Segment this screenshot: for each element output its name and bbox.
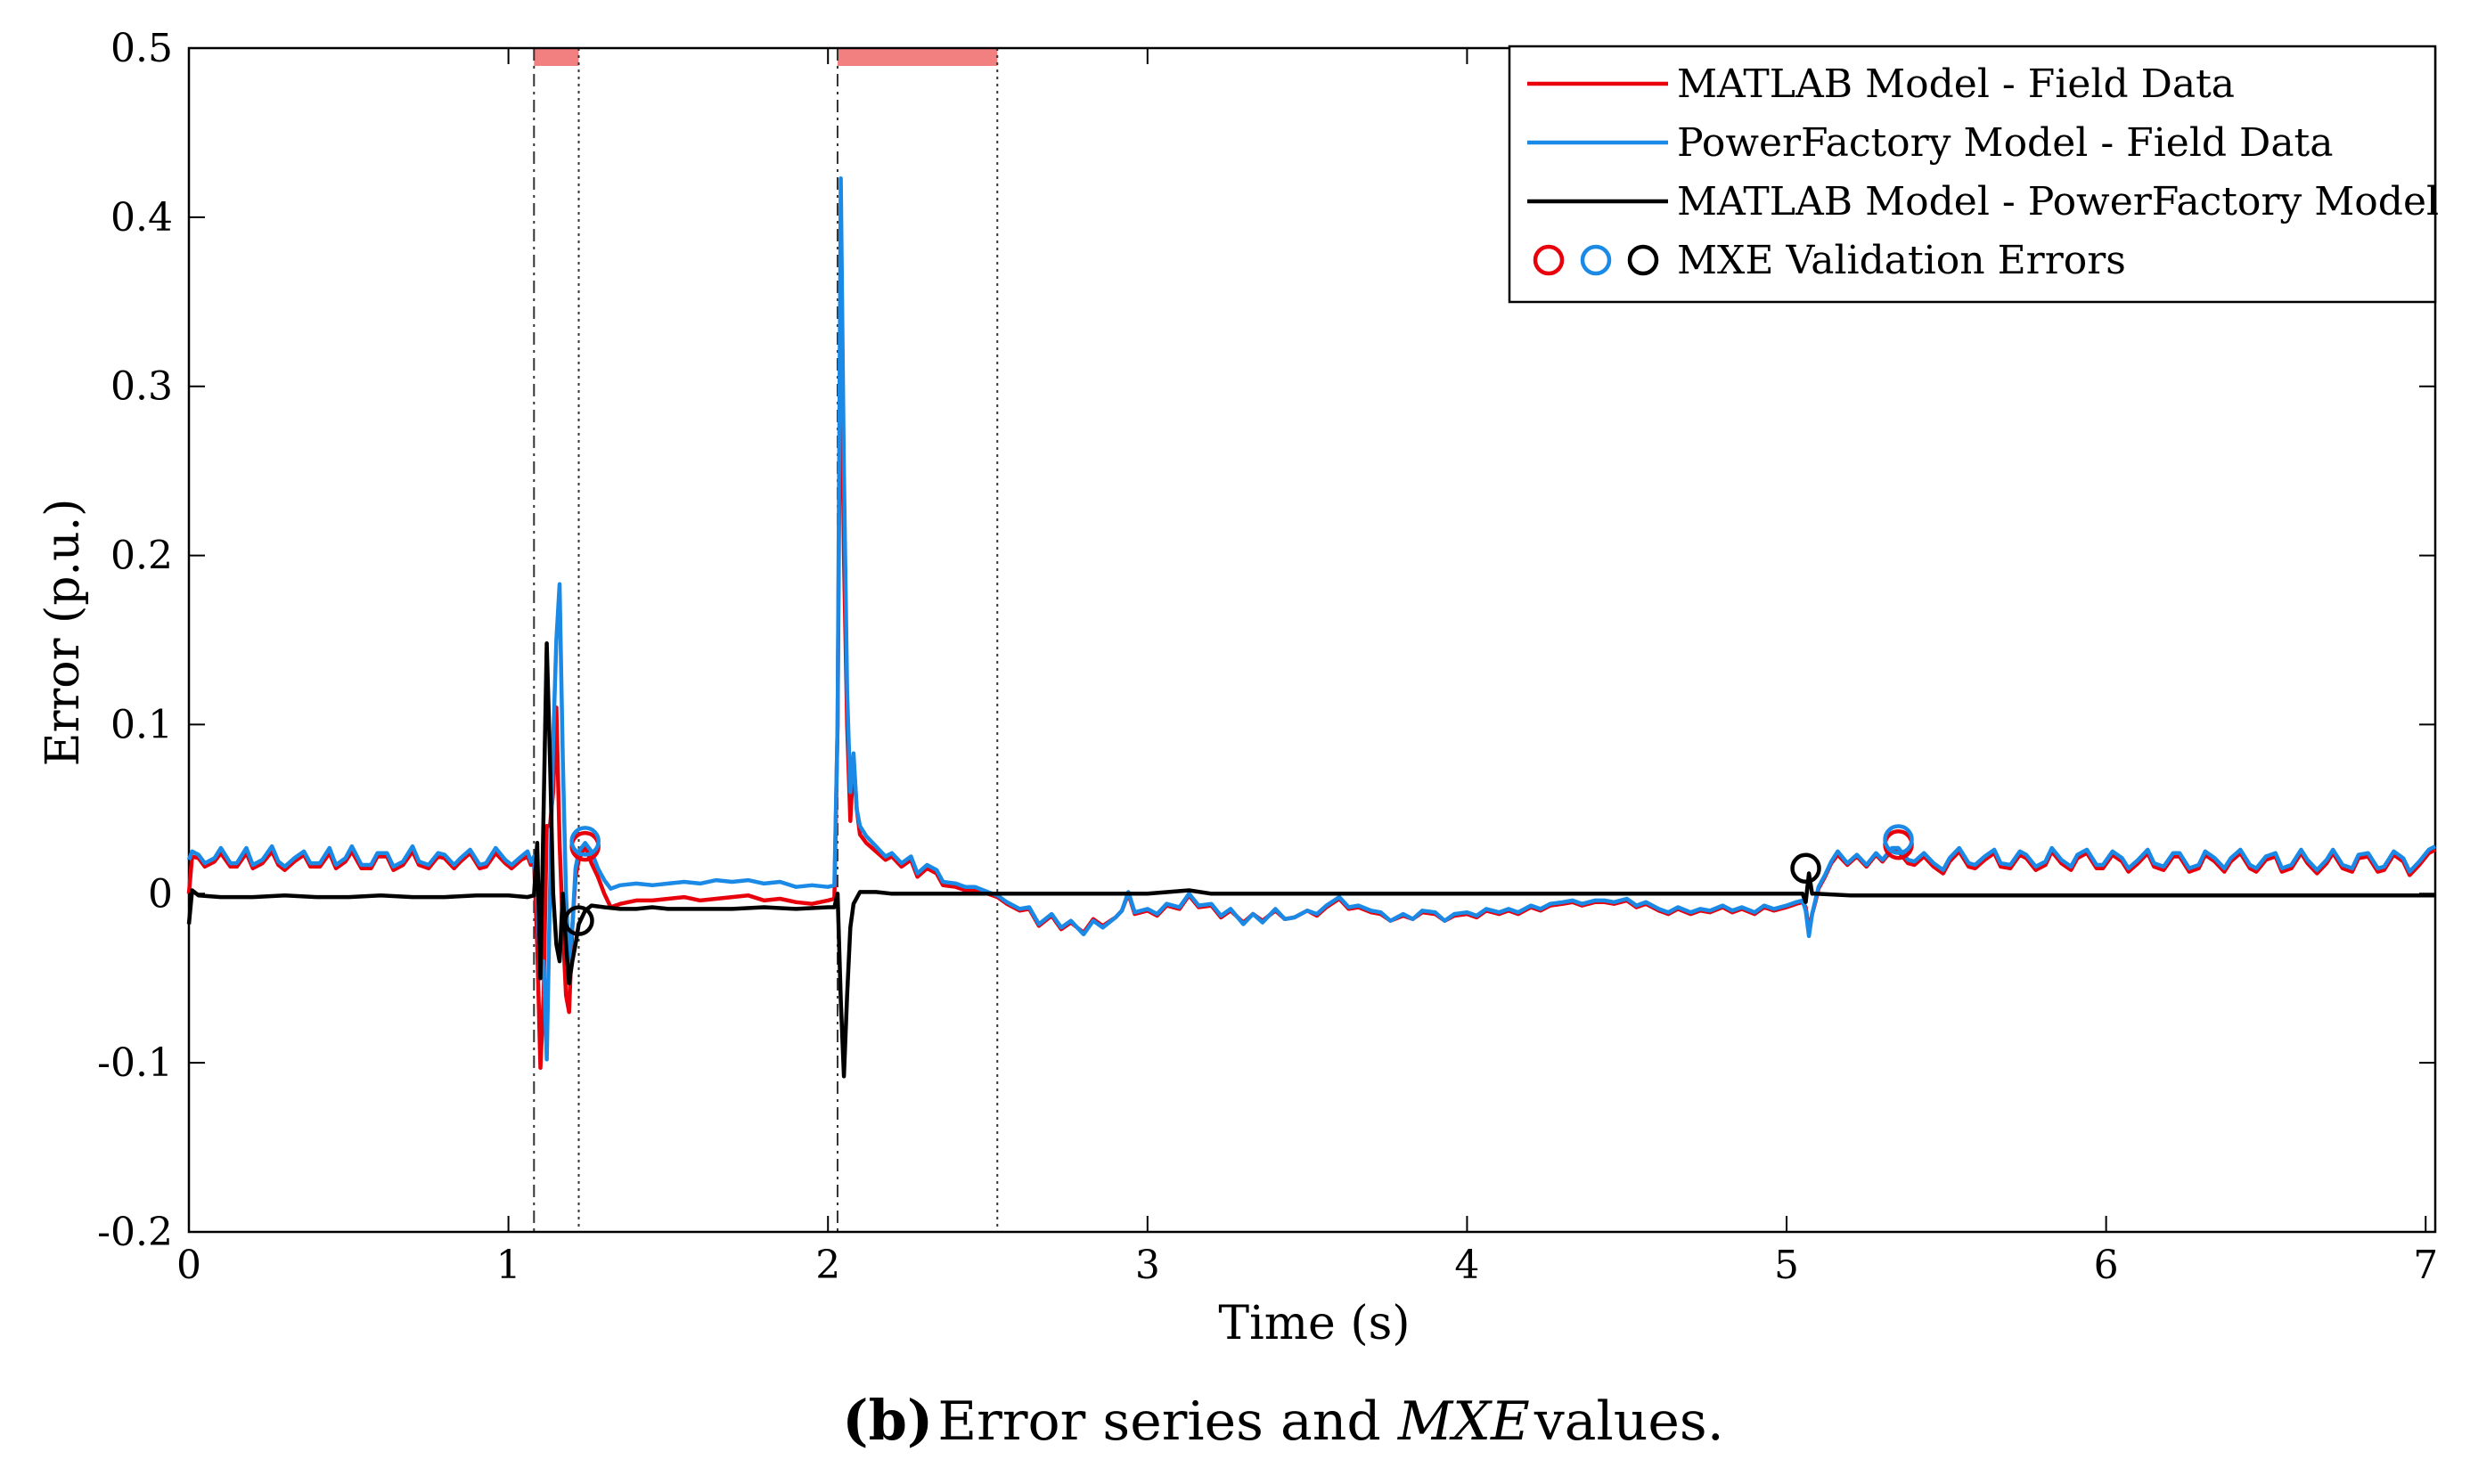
y-tick-label-5: 0.3	[110, 364, 173, 410]
mxe-marker-3	[563, 905, 594, 936]
y-tick-label-6: 0.4	[110, 195, 173, 241]
series-line-2	[186, 175, 2437, 1062]
legend: MATLAB Model - Field Data PowerFactory Mo…	[1508, 45, 2439, 304]
caption-text-after: values.	[1534, 1390, 1724, 1453]
fault-window-bar-1	[534, 48, 579, 66]
y-tick-label-1: -0.1	[97, 1040, 173, 1086]
legend-label-1: MATLAB Model - Field Data	[1677, 61, 2235, 107]
y-tick-label-3: 0.1	[110, 702, 173, 747]
y-tick-label-4: 0.2	[110, 534, 173, 579]
x-tick-label-7: 7	[2413, 1243, 2438, 1288]
legend-label-2: PowerFactory Model - Field Data	[1677, 120, 2333, 166]
mxe-marker-2	[569, 826, 601, 857]
fault-window-bar-2	[837, 48, 998, 66]
x-tick-label-0: 0	[176, 1243, 201, 1288]
caption-italic: MXE	[1397, 1390, 1530, 1453]
y-tick-label-2: 0	[148, 871, 173, 917]
mxe-marker-6	[1790, 852, 1821, 885]
caption-label: (b)	[842, 1388, 933, 1453]
y-tick-label-7: 0.5	[110, 26, 173, 71]
y-tick-label-0: -0.2	[97, 1210, 173, 1255]
legend-label-3: MATLAB Model - PowerFactory Model	[1677, 179, 2439, 224]
x-tick-label-2: 2	[815, 1243, 840, 1288]
x-tick-label-5: 5	[1774, 1243, 1799, 1288]
plot-frame	[187, 46, 2437, 1234]
legend-label-4: MXE Validation Errors	[1677, 238, 2126, 283]
caption-text-before: Error series and	[937, 1390, 1397, 1453]
x-axis-title: Time (s)	[1218, 1297, 1410, 1350]
figure-caption: (b) Error series and MXE values.	[842, 1388, 1724, 1453]
legend-marker-2	[1580, 244, 1612, 276]
mxe-marker-5	[1883, 824, 1914, 855]
x-tick-label-6: 6	[2094, 1243, 2119, 1288]
x-tick-label-4: 4	[1454, 1243, 1479, 1288]
series-line-3	[186, 641, 2435, 1079]
y-axis-title: Error (p.u.)	[37, 499, 90, 767]
x-tick-label-1: 1	[496, 1243, 521, 1288]
legend-box	[1508, 45, 2437, 304]
legend-marker-3	[1627, 244, 1659, 276]
x-tick-label-3: 3	[1135, 1243, 1160, 1288]
legend-marker-1	[1533, 244, 1565, 276]
